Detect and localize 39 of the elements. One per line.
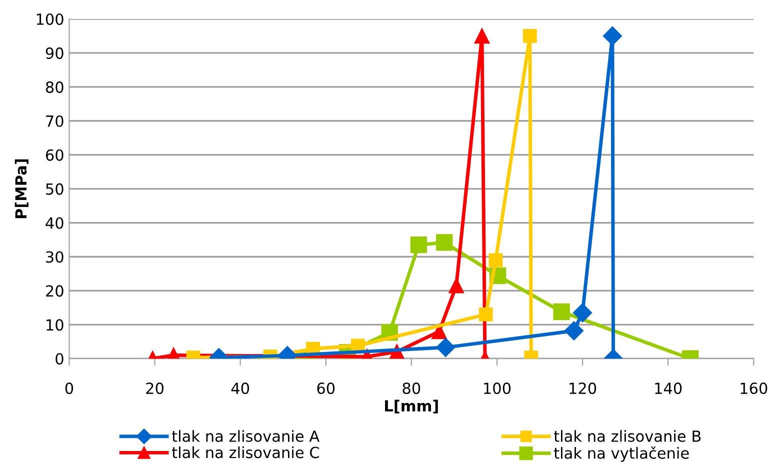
x-tick-label: 80: [402, 382, 420, 394]
y-tick-label: 100: [36, 13, 64, 26]
x-tick-label: 20: [146, 382, 164, 394]
y-tick-label: 70: [46, 115, 64, 127]
point: [564, 321, 584, 340]
point: [553, 303, 570, 320]
y-tick-label: 60: [46, 149, 64, 161]
y-tick-label: 50: [46, 183, 64, 195]
y-tick-label: 0: [56, 353, 64, 365]
y-tick-label: 10: [46, 319, 64, 331]
legend-label: tlak na zlisovanie B: [554, 430, 701, 442]
y-tick-label: 20: [46, 285, 64, 297]
point: [474, 28, 490, 44]
x-tick-label: 100: [484, 382, 511, 394]
point: [522, 29, 537, 43]
x-tick-label: 40: [231, 382, 250, 394]
point: [432, 324, 447, 340]
point: [602, 26, 622, 46]
y-axis-title: P[MPa]: [14, 159, 28, 218]
y-tick-label: 90: [46, 47, 64, 59]
point: [436, 338, 456, 357]
y-tick-label: 30: [46, 251, 64, 263]
point: [436, 234, 453, 251]
x-tick-label: 140: [655, 382, 682, 394]
x-tick-label: 60: [317, 382, 335, 394]
legend-label: tlak na zlisovanie A: [172, 430, 320, 442]
point: [410, 236, 428, 254]
legend-label: tlak na vytlačenie: [554, 446, 689, 462]
legend-label: tlak na zlisovanie C: [172, 446, 320, 458]
x-axis-title: L[mm]: [385, 400, 438, 414]
x-tick-label: 0: [65, 382, 74, 394]
point: [448, 278, 464, 294]
x-tick-label: 160: [740, 382, 768, 394]
point: [488, 253, 503, 268]
point: [572, 303, 592, 322]
y-tick-label: 40: [46, 217, 64, 229]
x-tick-label: 120: [570, 382, 596, 394]
point: [478, 308, 493, 322]
y-tick-label: 80: [46, 81, 64, 93]
